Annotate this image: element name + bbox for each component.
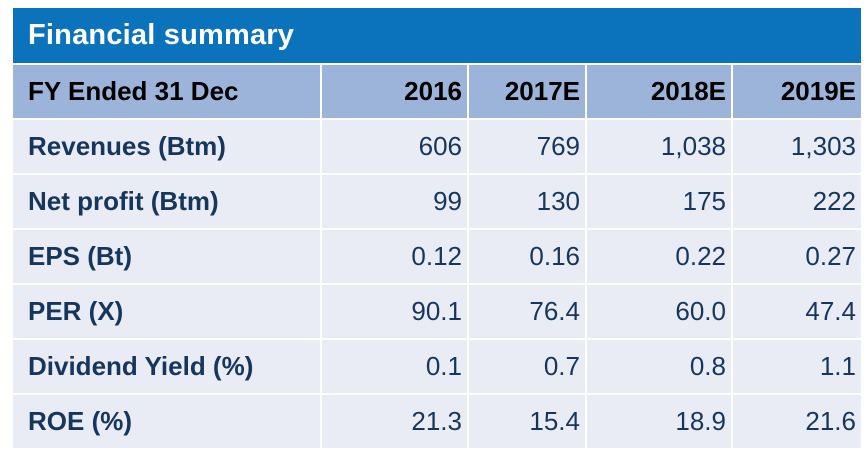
row-label-cell: Dividend Yield (%) [13,340,320,393]
value-cell: 47.4 [733,285,861,338]
value-cell: 0.16 [469,230,585,283]
value-cell: 21.3 [322,395,467,448]
value-cell: 1,038 [587,120,731,173]
table-title: Financial summary [28,19,295,51]
header-cell-2019e: 2019E [733,65,861,118]
header-cell-2016: 2016 [322,65,467,118]
header-cell-2018e: 2018E [587,65,731,118]
row-label-cell: ROE (%) [13,395,320,448]
value-cell: 76.4 [469,285,585,338]
value-cell: 99 [322,175,467,228]
value-cell: 1.1 [733,340,861,393]
value-cell: 130 [469,175,585,228]
value-cell: 0.8 [587,340,731,393]
header-cell-2017e: 2017E [469,65,585,118]
row-label-cell: EPS (Bt) [13,230,320,283]
row-label-cell: Net profit (Btm) [13,175,320,228]
value-cell: 0.27 [733,230,861,283]
value-cell: 0.7 [469,340,585,393]
value-cell: 0.22 [587,230,731,283]
value-cell: 175 [587,175,731,228]
value-cell: 0.12 [322,230,467,283]
value-cell: 0.1 [322,340,467,393]
row-label-cell: Revenues (Btm) [13,120,320,173]
table-title-bar: Financial summary [13,8,861,63]
value-cell: 18.9 [587,395,731,448]
value-cell: 769 [469,120,585,173]
value-cell: 222 [733,175,861,228]
value-cell: 1,303 [733,120,861,173]
value-cell: 21.6 [733,395,861,448]
table-grid: FY Ended 31 Dec 2016 2017E 2018E 2019E R… [13,65,861,448]
row-label-cell: PER (X) [13,285,320,338]
header-cell-fy-ended: FY Ended 31 Dec [13,65,320,118]
value-cell: 60.0 [587,285,731,338]
financial-summary-table: Financial summary FY Ended 31 Dec 2016 2… [13,8,861,448]
value-cell: 90.1 [322,285,467,338]
value-cell: 15.4 [469,395,585,448]
value-cell: 606 [322,120,467,173]
